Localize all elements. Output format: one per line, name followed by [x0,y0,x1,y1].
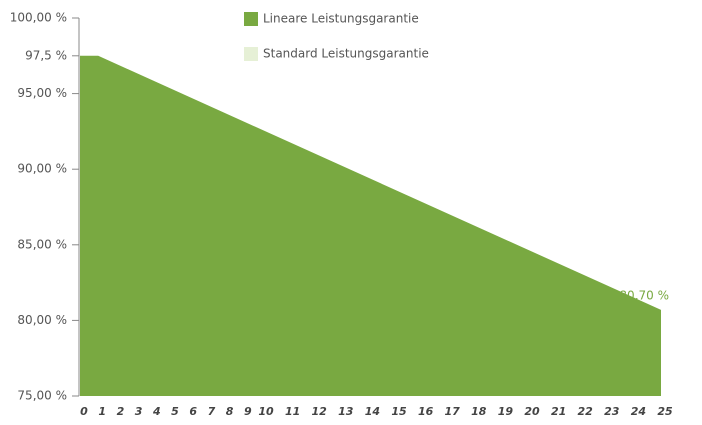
x-tick-label: 8 [226,405,234,418]
x-tick-label: 15 [391,405,407,418]
y-tick-label: 90,00 % [17,162,67,176]
y-tick-label: 97,5 % [25,48,67,62]
x-tick-label: 23 [604,405,620,418]
legend-swatch [244,47,258,61]
x-tick-label: 3 [135,405,143,418]
x-tick-label: 18 [471,405,487,418]
x-tick-label: 21 [551,405,566,418]
y-tick-label: 85,00 % [17,237,67,251]
y-tick-label: 75,00 % [17,389,67,403]
x-tick-label: 5 [171,405,179,418]
x-tick-label: 17 [445,405,461,418]
x-tick-label: 6 [189,405,197,418]
x-tick-label: 24 [631,405,646,418]
x-tick-label: 4 [152,405,161,418]
data-label: 80,70 % [619,288,669,302]
legend-label: Standard Leistungsgarantie [263,47,429,61]
x-tick-label: 10 [258,405,274,418]
x-tick-label: 16 [418,405,434,418]
legend-label: Lineare Leistungsgarantie [263,12,419,26]
x-tick-label: 25 [657,405,673,418]
x-tick-label: 1 [98,405,106,418]
x-tick-label: 9 [244,405,252,418]
x-tick-label: 0 [80,405,88,418]
area [80,55,661,397]
y-tick-label: 100,00 % [10,11,67,25]
x-tick-label: 22 [578,405,594,418]
x-tick-label: 19 [498,405,514,418]
x-tick-label: 14 [365,405,380,418]
x-tick-label: 12 [312,405,328,418]
x-tick-label: 7 [208,405,216,418]
x-tick-label: 13 [338,405,354,418]
x-tick-label: 2 [117,405,125,418]
x-tick-label: 20 [524,405,540,418]
x-tick-label: 11 [285,405,300,418]
y-tick-label: 80,00 % [17,313,67,327]
legend-swatch [244,12,258,26]
y-tick-label: 95,00 % [17,86,67,100]
